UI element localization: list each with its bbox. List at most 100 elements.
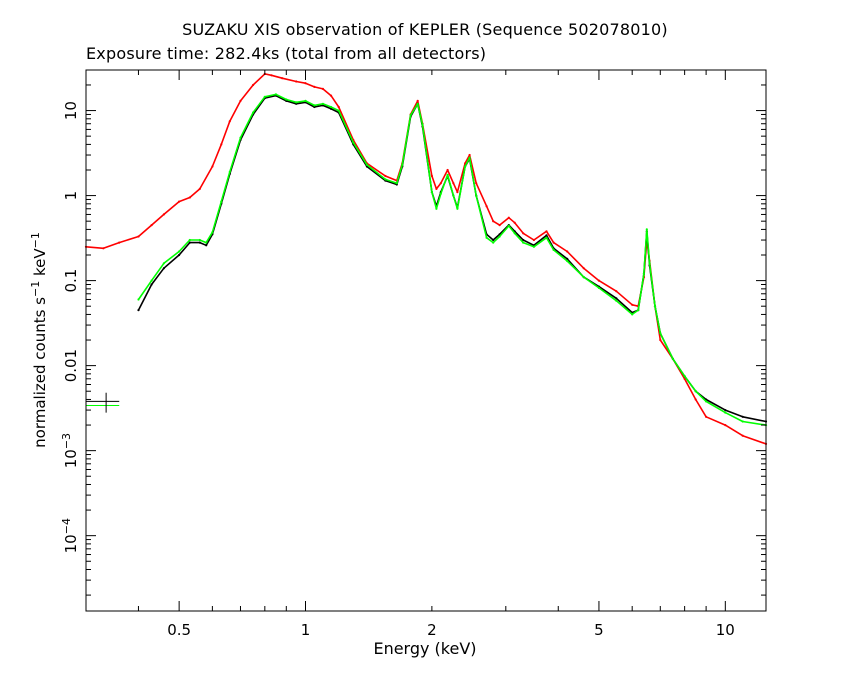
- data-point: [456, 191, 459, 194]
- data-point: [137, 235, 140, 238]
- data-point: [507, 224, 510, 227]
- data-point: [409, 114, 412, 117]
- data-point: [228, 120, 231, 123]
- data-point: [239, 136, 242, 139]
- x-tick-label: 2: [427, 621, 437, 639]
- data-point: [329, 94, 333, 97]
- data-point: [252, 111, 255, 114]
- data-point: [137, 298, 140, 301]
- data-point: [329, 107, 333, 110]
- data-point: [321, 87, 324, 90]
- data-point: [522, 232, 525, 235]
- data-point: [485, 205, 488, 208]
- data-point: [304, 99, 307, 102]
- data-point: [498, 235, 501, 238]
- y-tick-label: 1: [62, 191, 80, 201]
- data-point: [416, 102, 419, 105]
- data-point: [468, 153, 471, 157]
- data-point: [150, 283, 153, 286]
- data-point: [582, 267, 585, 270]
- y-axis-label-main: normalized counts s: [31, 297, 49, 448]
- data-point: [694, 398, 697, 401]
- data-point: [313, 85, 316, 88]
- data-point: [421, 123, 424, 126]
- data-point: [475, 194, 478, 197]
- y-tick-label: 0.1: [62, 269, 80, 293]
- data-point: [401, 163, 404, 166]
- chart-title: SUZAKU XIS observation of KEPLER (Sequen…: [182, 20, 668, 39]
- y-axis-label-mid: keV: [31, 248, 49, 281]
- data-point: [485, 236, 488, 239]
- data-point: [416, 99, 419, 102]
- data-point: [513, 221, 516, 224]
- data-point: [304, 82, 307, 85]
- data-point: [522, 238, 525, 242]
- data-point: [198, 241, 201, 244]
- data-point: [430, 174, 433, 178]
- data-point: [522, 241, 525, 244]
- data-point: [281, 77, 284, 80]
- data-point: [178, 200, 181, 203]
- data-point: [659, 338, 662, 342]
- data-point: [329, 105, 333, 109]
- data-point: [566, 259, 569, 263]
- data-point: [552, 241, 555, 244]
- x-axis-label: Energy (keV): [373, 639, 477, 658]
- data-point: [313, 104, 316, 107]
- data-point: [637, 309, 640, 312]
- data-point: [211, 231, 214, 234]
- x-tick-label: 5: [594, 621, 604, 639]
- svg-text:1: 1: [62, 191, 80, 201]
- data-point: [552, 248, 555, 251]
- data-point: [384, 174, 387, 178]
- data-point: [150, 224, 153, 227]
- data-point: [150, 279, 153, 282]
- data-point: [615, 290, 618, 293]
- data-point: [337, 105, 340, 109]
- svg-text:10−3: 10−3: [60, 433, 80, 468]
- data-point: [395, 182, 398, 185]
- data-point: [631, 303, 634, 306]
- data-point: [475, 182, 478, 185]
- data-point: [597, 286, 601, 289]
- y-tick-label: 10−4: [60, 518, 80, 553]
- svg-text:normalized counts s−1 keV−1: normalized counts s−1 keV−1: [29, 232, 49, 448]
- data-point: [566, 257, 569, 260]
- data-point: [464, 165, 467, 168]
- data-point: [162, 267, 165, 270]
- data-point: [435, 207, 438, 210]
- data-point: [285, 98, 288, 101]
- data-point: [642, 272, 646, 275]
- svg-text:0.1: 0.1: [62, 269, 80, 293]
- data-point: [653, 305, 657, 308]
- data-point: [384, 178, 387, 181]
- data-point: [545, 236, 548, 239]
- y-tick-label: 10: [62, 101, 80, 120]
- data-point: [270, 74, 273, 77]
- x-tick-labels: 0.5 1 2 5 10: [167, 621, 735, 639]
- y-axis-label-sup-2: −1: [29, 232, 42, 248]
- y-tick-label: 0.01: [62, 349, 80, 382]
- series-layer: [84, 72, 768, 445]
- data-point: [631, 313, 634, 316]
- data-point: [545, 234, 548, 237]
- data-point: [439, 182, 442, 185]
- data-point: [198, 187, 201, 190]
- data-point: [321, 102, 324, 105]
- data-point: [188, 238, 191, 242]
- data-point: [162, 213, 165, 216]
- data-point: [102, 247, 105, 250]
- data-point: [452, 194, 455, 197]
- data-point: [118, 241, 121, 244]
- data-point: [295, 80, 298, 83]
- y-tick-labels: 10 1 0.1 0.01 10−3 10−4: [60, 101, 80, 553]
- data-point: [545, 230, 548, 233]
- data-point: [365, 163, 368, 166]
- data-point: [162, 262, 165, 265]
- data-point: [352, 141, 355, 144]
- series-line-2: [137, 93, 767, 426]
- data-point: [741, 415, 744, 418]
- data-point: [274, 93, 277, 96]
- data-point: [252, 83, 255, 87]
- data-point: [582, 276, 585, 279]
